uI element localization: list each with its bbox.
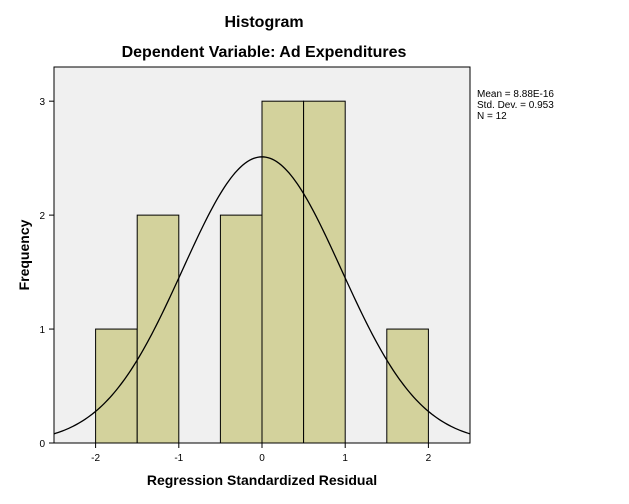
x-tick-label-2: -1	[174, 453, 183, 464]
stats-n: N = 12	[477, 111, 507, 122]
x-tick-label-1: -2	[91, 453, 100, 464]
chart-subtitle: Dependent Variable: Ad Expenditures	[121, 44, 407, 61]
histogram-bar-3	[219, 214, 263, 444]
histogram-bar-5	[303, 100, 346, 444]
histogram-bar-2	[136, 214, 180, 444]
normal-curve	[53, 156, 471, 435]
stats-legend: Mean = 8.88E-16 Std. Dev. = 0.953 N = 12	[477, 89, 554, 122]
y-tick-label-4: 3	[39, 97, 45, 108]
histogram-bar-4	[261, 100, 305, 444]
y-tick-label-3: 2	[39, 211, 45, 222]
histogram-bar-1	[95, 328, 138, 444]
stats-mean: Mean = 8.88E-16	[477, 89, 554, 100]
y-tick-label-1: 0	[39, 439, 45, 450]
x-tick-label-5: 2	[426, 453, 432, 464]
x-tick-label-3: 0	[259, 453, 265, 464]
y-tick-label-2: 1	[39, 325, 45, 336]
x-tick-label-4: 1	[342, 453, 348, 464]
y-axis-label: Frequency	[16, 219, 32, 291]
x-axis-label: Regression Standardized Residual	[146, 472, 378, 488]
stats-std-dev: Std. Dev. = 0.953	[477, 100, 554, 111]
histogram-bar-6	[386, 328, 429, 444]
chart-title: Histogram	[224, 14, 304, 31]
